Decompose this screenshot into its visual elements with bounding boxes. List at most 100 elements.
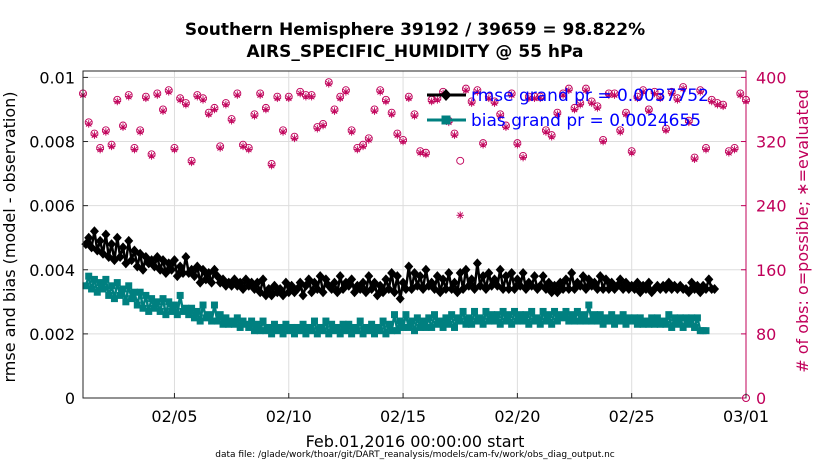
rmse-marker — [127, 255, 137, 266]
bias-marker — [90, 275, 98, 283]
bias-marker — [651, 320, 659, 328]
bias-marker — [551, 307, 559, 315]
evaluated-marker — [713, 100, 722, 109]
evaluated-marker-stroke — [365, 136, 372, 143]
bias-marker — [579, 311, 587, 319]
bias-marker — [248, 317, 256, 325]
bias-marker — [219, 320, 227, 328]
data-file-footnote: data file: /glade/work/thoar/git/DART_re… — [215, 450, 615, 460]
evaluated-marker — [450, 131, 459, 139]
bias-marker — [176, 291, 184, 299]
bias-marker — [282, 320, 290, 328]
rmse-marker — [112, 232, 122, 243]
evaluated-marker-stroke — [102, 128, 109, 135]
legend-rmse-marker — [440, 89, 452, 101]
bias-marker — [222, 314, 230, 322]
bias-marker — [431, 311, 439, 319]
bias-marker — [548, 320, 556, 328]
bias-marker — [82, 282, 90, 290]
evaluated-marker-stroke — [542, 128, 549, 135]
evaluated-marker — [90, 131, 99, 139]
bias-marker — [96, 279, 104, 287]
evaluated-marker-stroke — [120, 124, 126, 131]
evaluated-marker — [119, 123, 127, 131]
bias-marker — [125, 282, 133, 290]
evaluated-marker-stroke — [560, 92, 567, 99]
bias-marker — [679, 323, 687, 331]
evaluated-marker-stroke — [508, 92, 515, 99]
evaluated-marker-stroke — [222, 101, 229, 108]
evaluated-marker-stroke — [188, 159, 195, 166]
evaluated-marker — [547, 132, 556, 141]
evaluated-marker — [410, 112, 419, 120]
bias-marker — [668, 323, 676, 331]
bias-marker — [633, 320, 641, 328]
evaluated-marker — [576, 100, 585, 109]
evaluated-marker — [193, 92, 202, 101]
evaluated-marker-stroke — [725, 149, 732, 156]
evaluated-marker — [656, 94, 665, 103]
bias-marker — [393, 327, 401, 335]
bias-marker — [539, 307, 547, 315]
evaluated-marker-stroke — [617, 128, 624, 135]
bias-marker — [485, 317, 493, 325]
bias-marker — [439, 323, 447, 331]
bias-marker — [396, 317, 404, 325]
bias-marker — [216, 311, 224, 319]
chart-subtitle: AIRS_SPECIFIC_HUMIDITY @ 55 hPa — [246, 42, 584, 62]
evaluated-marker-stroke — [200, 96, 207, 103]
bias-marker — [528, 307, 536, 315]
bias-marker — [170, 301, 178, 309]
evaluated-marker-stroke — [640, 88, 647, 95]
evaluated-marker-stroke — [600, 138, 607, 145]
bias-marker — [190, 314, 198, 322]
evaluated-marker-stroke — [337, 95, 344, 102]
evaluated-marker-stroke — [177, 96, 184, 103]
x-tick-label: 02/15 — [380, 407, 426, 426]
evaluated-marker — [456, 211, 465, 220]
evaluated-marker-stroke — [268, 162, 275, 169]
bias-marker — [310, 317, 318, 325]
evaluated-marker-stroke — [400, 138, 407, 145]
rmse-marker — [358, 277, 368, 288]
rmse-marker — [115, 251, 125, 262]
bias-marker — [536, 320, 544, 328]
rmse-marker — [592, 284, 602, 294]
evaluated-marker-stroke — [497, 112, 504, 119]
bias-marker — [676, 314, 684, 322]
bias-marker — [688, 314, 696, 322]
bias-marker — [425, 314, 433, 322]
bias-marker — [491, 317, 499, 325]
evaluated-marker — [565, 86, 573, 95]
evaluated-marker-stroke — [308, 93, 315, 100]
bias-marker — [451, 323, 459, 331]
bias-marker — [325, 330, 333, 338]
y2-tick-label: 80 — [756, 325, 776, 344]
bias-marker — [573, 307, 581, 315]
bias-marker — [370, 330, 378, 338]
bias-marker — [382, 330, 390, 338]
evaluated-marker — [170, 145, 179, 154]
legend-bias-marker — [441, 115, 451, 125]
bias-marker — [368, 320, 376, 328]
evaluated-marker-stroke — [531, 95, 538, 102]
bias-marker — [196, 317, 204, 325]
evaluated-marker — [147, 152, 156, 160]
bias-marker — [419, 317, 427, 325]
evaluated-marker — [433, 96, 442, 104]
bias-marker — [402, 311, 410, 319]
evaluated-marker-stroke — [211, 106, 218, 113]
bias-marker — [208, 317, 216, 325]
bias-marker — [188, 304, 196, 312]
bias-marker — [673, 320, 681, 328]
bias-marker — [348, 330, 356, 338]
rmse-marker — [467, 274, 477, 285]
evaluated-marker — [307, 92, 316, 101]
rmse-marker — [89, 226, 99, 237]
bias-marker — [308, 327, 316, 335]
x-tick-label: 02/25 — [609, 407, 655, 426]
bias-marker — [265, 323, 273, 331]
bias-marker — [648, 314, 656, 322]
evaluated-marker-stroke — [605, 92, 612, 99]
y-tick-label: 0.002 — [29, 325, 75, 344]
